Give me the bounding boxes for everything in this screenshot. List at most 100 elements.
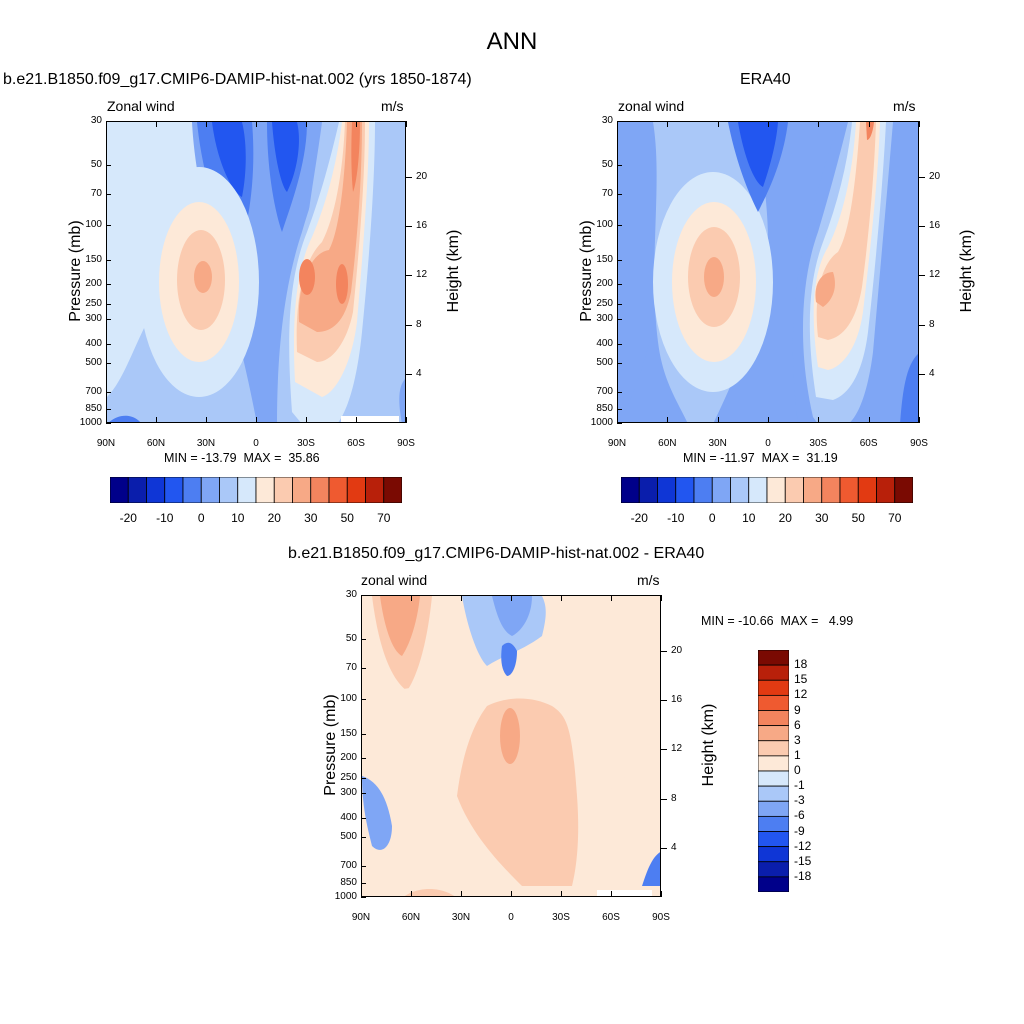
pressure-tick-mark [361,667,366,669]
colorbar-label: 50 [340,511,354,525]
height-tick-label: 16 [671,694,683,706]
lat-tick-mark-top [206,121,207,127]
lat-tick-mark [406,417,407,423]
panel2-plot [617,121,919,423]
colorbar-label: 18 [794,657,808,672]
sh-core-b [336,264,348,304]
height-tick-mark [661,847,667,849]
lat-tick-mark-top [818,121,820,127]
colorbar-box [657,476,677,504]
colorbar-box [803,476,823,504]
panel3-left-label: zonal wind [361,572,428,588]
colorbar-box [675,476,695,504]
height-tick-label: 20 [416,170,428,182]
height-tick-label: 20 [671,644,683,656]
height-tick-mark [661,798,667,800]
panel1-left-label: Zonal wind [107,98,175,114]
pressure-tick-mark [106,363,111,365]
lat-tick-mark [717,417,719,423]
pressure-tick-label: 150 [340,727,357,739]
lat-tick-label: 0 [765,438,771,449]
colorbar-box [757,861,790,878]
lat-tick-mark [868,417,870,423]
colorbar-box [757,649,790,666]
strat-neg-2 [501,642,517,676]
lat-tick-label: 90S [397,438,415,449]
panel1-stats: MIN = -13.79 MAX = 35.86 [164,451,320,465]
lat-tick-mark [206,417,207,423]
pressure-tick-mark [361,793,366,795]
pressure-tick-mark [617,344,622,346]
sh-core [815,272,835,307]
nh-surface-easterly [109,415,140,422]
colorbar-box [127,476,147,504]
lat-tick-label: 30S [297,438,315,449]
colorbar-box [346,476,366,504]
pressure-tick-mark [361,758,366,760]
height-tick-label: 4 [929,367,935,379]
lat-tick-mark-top [919,121,920,127]
colorbar-box [757,831,790,848]
lat-tick-label: 0 [253,438,259,449]
colorbar-box [894,476,914,504]
colorbar-label: 10 [742,511,756,525]
colorbar-box [757,710,790,727]
pressure-tick-label: 500 [596,357,613,369]
lat-tick-label: 90S [910,438,928,449]
lat-tick-mark-top [667,121,669,127]
lat-tick-label: 60N [401,912,421,923]
colorbar-label: 9 [794,702,801,717]
lat-tick-mark [818,417,820,423]
y-axis-title: Pressure (mb) [67,220,84,322]
colorbar-box [693,476,713,504]
sh-surface-easterly [900,353,918,422]
lat-tick-label: 60N [146,438,166,449]
panel3-units-label: m/s [637,572,660,588]
pressure-tick-label: 700 [596,386,613,398]
colorbar-box [757,694,790,711]
colorbar-box [383,476,403,504]
colorbar-box [200,476,220,504]
lat-tick-label: 30N [196,438,216,449]
pressure-tick-mark [106,344,111,346]
colorbar-label: 70 [888,511,902,525]
pressure-tick-mark [617,423,622,424]
colorbar-box [365,476,385,504]
colorbar-box [857,476,877,504]
pressure-tick-label: 100 [340,692,357,704]
pressure-tick-mark [106,121,111,122]
pressure-tick-label: 200 [85,278,102,290]
lat-tick-mark-top [156,121,157,127]
pressure-tick-mark [361,733,366,735]
y2-axis-title: Height (km) [700,703,717,787]
pressure-tick-mark [106,224,111,226]
panel3-colorbar [757,649,790,893]
panel2-stats: MIN = -11.97 MAX = 31.19 [683,451,838,465]
colorbar-box [821,476,841,504]
lat-tick-label: 60S [859,438,878,449]
sh-surface-easterly [399,379,405,422]
lat-tick-mark [611,891,612,897]
missing-data-patch [341,416,399,422]
pressure-tick-label: 850 [340,877,357,888]
lat-tick-mark-top [356,121,357,127]
lat-tick-label: 90N [607,438,627,449]
pressure-tick-label: 250 [85,297,102,309]
trop-pos-1 [457,698,579,886]
nh-pos-2 [380,596,420,656]
height-tick-mark [406,226,412,228]
panel2-colorbar [620,476,914,504]
y2-axis-title: Height (km) [445,229,462,313]
lat-tick-mark-top [461,595,462,601]
pressure-tick-label: 850 [596,403,613,414]
pressure-tick-label: 1000 [79,417,102,428]
height-tick-label: 8 [929,318,935,330]
height-tick-mark [406,324,412,326]
lat-tick-mark-top [561,595,562,601]
lat-tick-mark-top [256,121,257,127]
pressure-tick-mark [106,392,111,394]
lat-tick-label: 30S [809,438,828,449]
height-tick-label: 4 [671,841,677,853]
pressure-tick-label: 150 [85,253,102,265]
pressure-tick-mark [361,837,366,839]
